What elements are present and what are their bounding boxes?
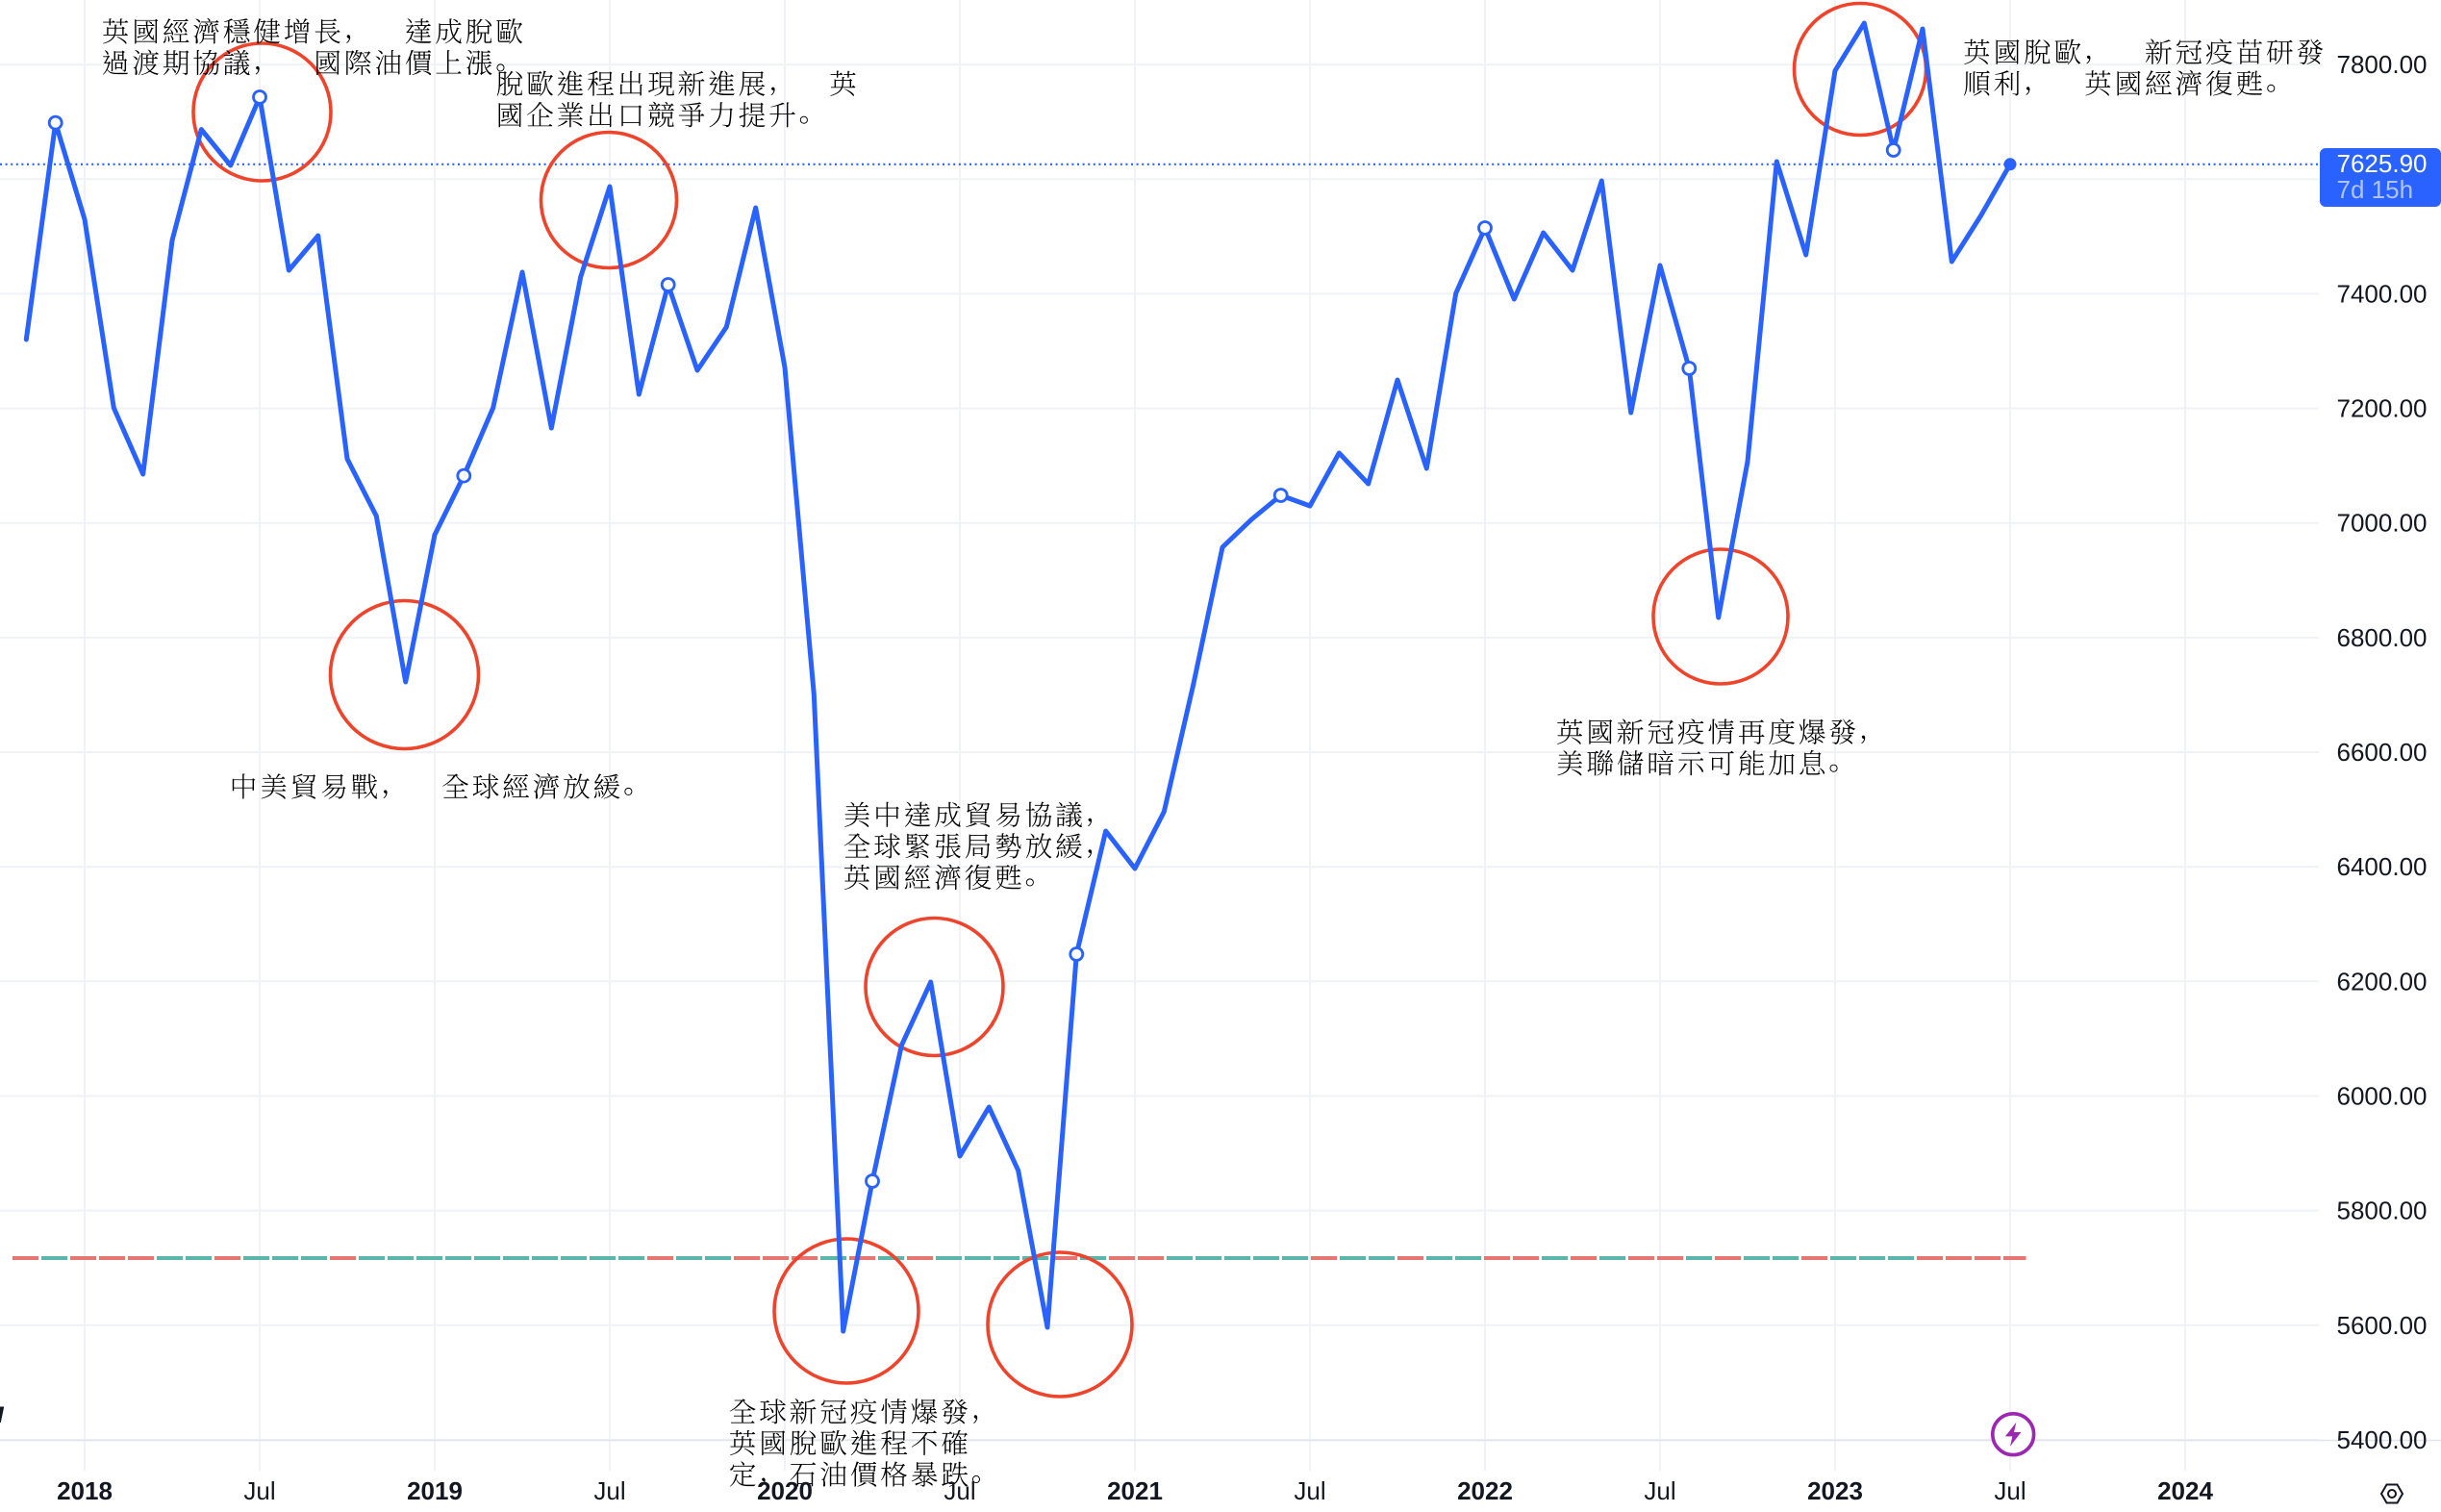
- svg-text:6000.00: 6000.00: [2337, 1082, 2428, 1111]
- svg-text:7625.90: 7625.90: [2337, 149, 2428, 178]
- svg-text:5800.00: 5800.00: [2337, 1197, 2428, 1225]
- svg-text:Jul: Jul: [1644, 1476, 1675, 1505]
- svg-text:Jul: Jul: [1294, 1476, 1325, 1505]
- svg-text:6800.00: 6800.00: [2337, 623, 2428, 652]
- svg-text:2022: 2022: [1457, 1476, 1513, 1505]
- svg-text:2019: 2019: [407, 1476, 463, 1505]
- svg-text:2024: 2024: [2157, 1476, 2213, 1505]
- svg-text:Jul: Jul: [243, 1476, 275, 1505]
- svg-text:7000.00: 7000.00: [2337, 509, 2428, 538]
- svg-text:7400.00: 7400.00: [2337, 279, 2428, 308]
- svg-text:2020: 2020: [757, 1476, 813, 1505]
- svg-text:5600.00: 5600.00: [2337, 1311, 2428, 1340]
- svg-text:7200.00: 7200.00: [2337, 394, 2428, 423]
- svg-text:7d 15h: 7d 15h: [2337, 175, 2414, 204]
- svg-text:Jul: Jul: [944, 1476, 975, 1505]
- svg-text:6600.00: 6600.00: [2337, 738, 2428, 767]
- svg-text:2021: 2021: [1107, 1476, 1163, 1505]
- svg-text:2018: 2018: [57, 1476, 113, 1505]
- svg-text:2023: 2023: [1807, 1476, 1863, 1505]
- svg-text:Jul: Jul: [593, 1476, 625, 1505]
- svg-text:6400.00: 6400.00: [2337, 852, 2428, 881]
- svg-text:6200.00: 6200.00: [2337, 967, 2428, 995]
- svg-text:5400.00: 5400.00: [2337, 1425, 2428, 1454]
- svg-text:7800.00: 7800.00: [2337, 50, 2428, 79]
- svg-text:Jul: Jul: [1994, 1476, 2026, 1505]
